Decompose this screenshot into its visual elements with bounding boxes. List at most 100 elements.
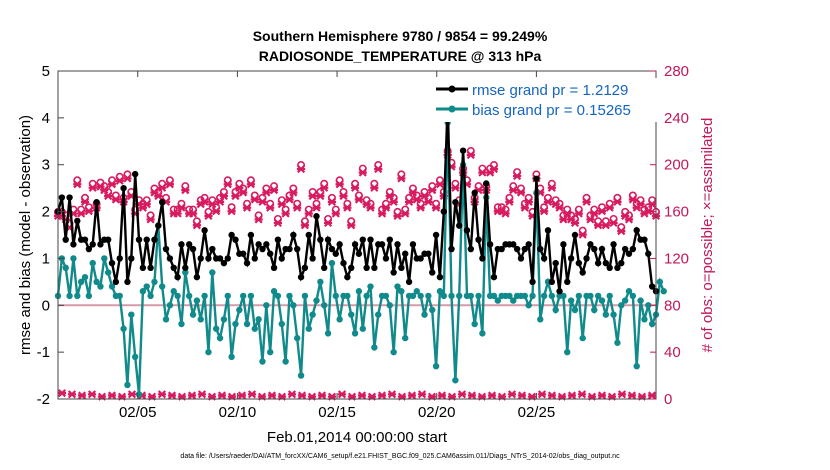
bias-point [89,259,96,267]
obs-assimilated-point [107,180,117,189]
rmse-point [128,255,135,262]
obs-low-count-point [417,390,427,399]
bias-point [614,339,621,346]
bias-point [185,292,193,300]
obs-assimilated-point [555,203,564,212]
rmse-point [483,180,490,187]
rmse-point [266,250,274,257]
rmse-point [371,264,378,271]
bias-point [537,316,544,323]
bias-point [660,288,667,295]
obs-assimilated-point [293,203,302,212]
bias-point [351,330,359,337]
rmse-point [201,227,208,234]
obs-assimilated-point [181,186,190,195]
bias-point [212,325,220,332]
obs-assimilated-point [327,197,337,206]
obs-assimilated-point [192,221,201,230]
obs-assimilated-point [177,203,186,212]
obs-assimilated-point [420,191,429,201]
bias-point [425,292,432,300]
bias-point [436,288,444,295]
rmse-point [336,241,343,248]
bias-point [193,297,201,304]
obs-assimilated-point [304,209,313,218]
obs-assimilated-point [563,209,572,218]
obs-assimilated-point [320,183,329,192]
bias-point [594,292,602,300]
obs-low-count-point [267,391,277,400]
obs-assimilated-point [516,188,526,197]
bias-point [317,278,324,286]
obs-assimilated-point [582,197,591,206]
rmse-point [432,231,440,239]
x-tick-label: 02/05 [119,404,157,421]
obs-assimilated-point [559,215,568,224]
rmse-point [579,269,586,276]
bias-point [77,278,85,286]
x-tick-label: 02/25 [518,404,556,421]
bias-point [143,283,150,290]
obs-assimilated-point [385,191,394,201]
rmse-point [247,231,255,239]
obs-assimilated-point [520,203,529,212]
bias-point [394,283,401,290]
rmse-point [305,231,312,239]
obs-assimilated-point [401,209,410,218]
y-axis-label: rmse and bias (model - observation) [17,115,34,355]
chart-subtitle: RADIOSONDE_TEMPERATURE @ 313 hPa [259,48,542,64]
obs-low-count-point [87,390,97,399]
obs-low-count-point [217,391,227,400]
bias-point [263,302,270,309]
obs-assimilated-point [617,227,626,236]
bias-point [251,325,258,332]
obs-assimilated-point [80,197,90,206]
bias-point [417,292,424,300]
bias-point [120,325,127,332]
rmse-point [189,245,197,253]
rmse-point [618,259,625,267]
bias-point [629,292,637,300]
footnote: data file: /Users/raeder/DAI/ATM_forcXX/… [180,453,620,460]
obs-assimilated-point [377,209,387,218]
rmse-point [621,245,629,253]
bias-point [104,269,112,276]
obs-assimilated-point [246,180,256,189]
bias-point [197,316,204,323]
rmse-point [209,245,216,253]
bias-point [290,302,297,309]
obs-assimilated-point [266,203,275,212]
rmse-point [456,222,463,229]
bias-point [162,316,170,323]
bias-point [598,297,606,304]
rmse-point [294,245,301,253]
obs-assimilated-point [242,203,252,212]
bias-point [656,278,664,286]
rmse-point [158,199,166,206]
rmse-point [537,245,544,253]
bias-point [135,391,143,398]
obs-assimilated-point [431,203,441,212]
obs-assimilated-point [323,218,333,228]
obs-assimilated-point [285,195,294,204]
bias-point [382,292,390,300]
bias-point [479,330,486,337]
obs-assimilated-point [146,215,155,224]
rmse-point [641,236,648,243]
rmse-point [131,170,139,178]
y-tick-label: -1 [37,344,50,361]
bias-point [259,358,266,365]
rmse-point [255,241,262,248]
bias-point [471,320,478,328]
bias-point [216,334,224,342]
obs-assimilated-point [397,174,406,183]
y-tick-label: 1 [42,250,50,267]
obs-assimilated-point [374,164,383,174]
rmse-point [575,259,583,267]
bias-point [571,306,579,314]
rmse-point [529,278,536,286]
bias-point [178,320,185,328]
bias-point [81,273,89,281]
obs-assimilated-point [547,183,556,192]
obs-assimilated-point [435,180,445,189]
